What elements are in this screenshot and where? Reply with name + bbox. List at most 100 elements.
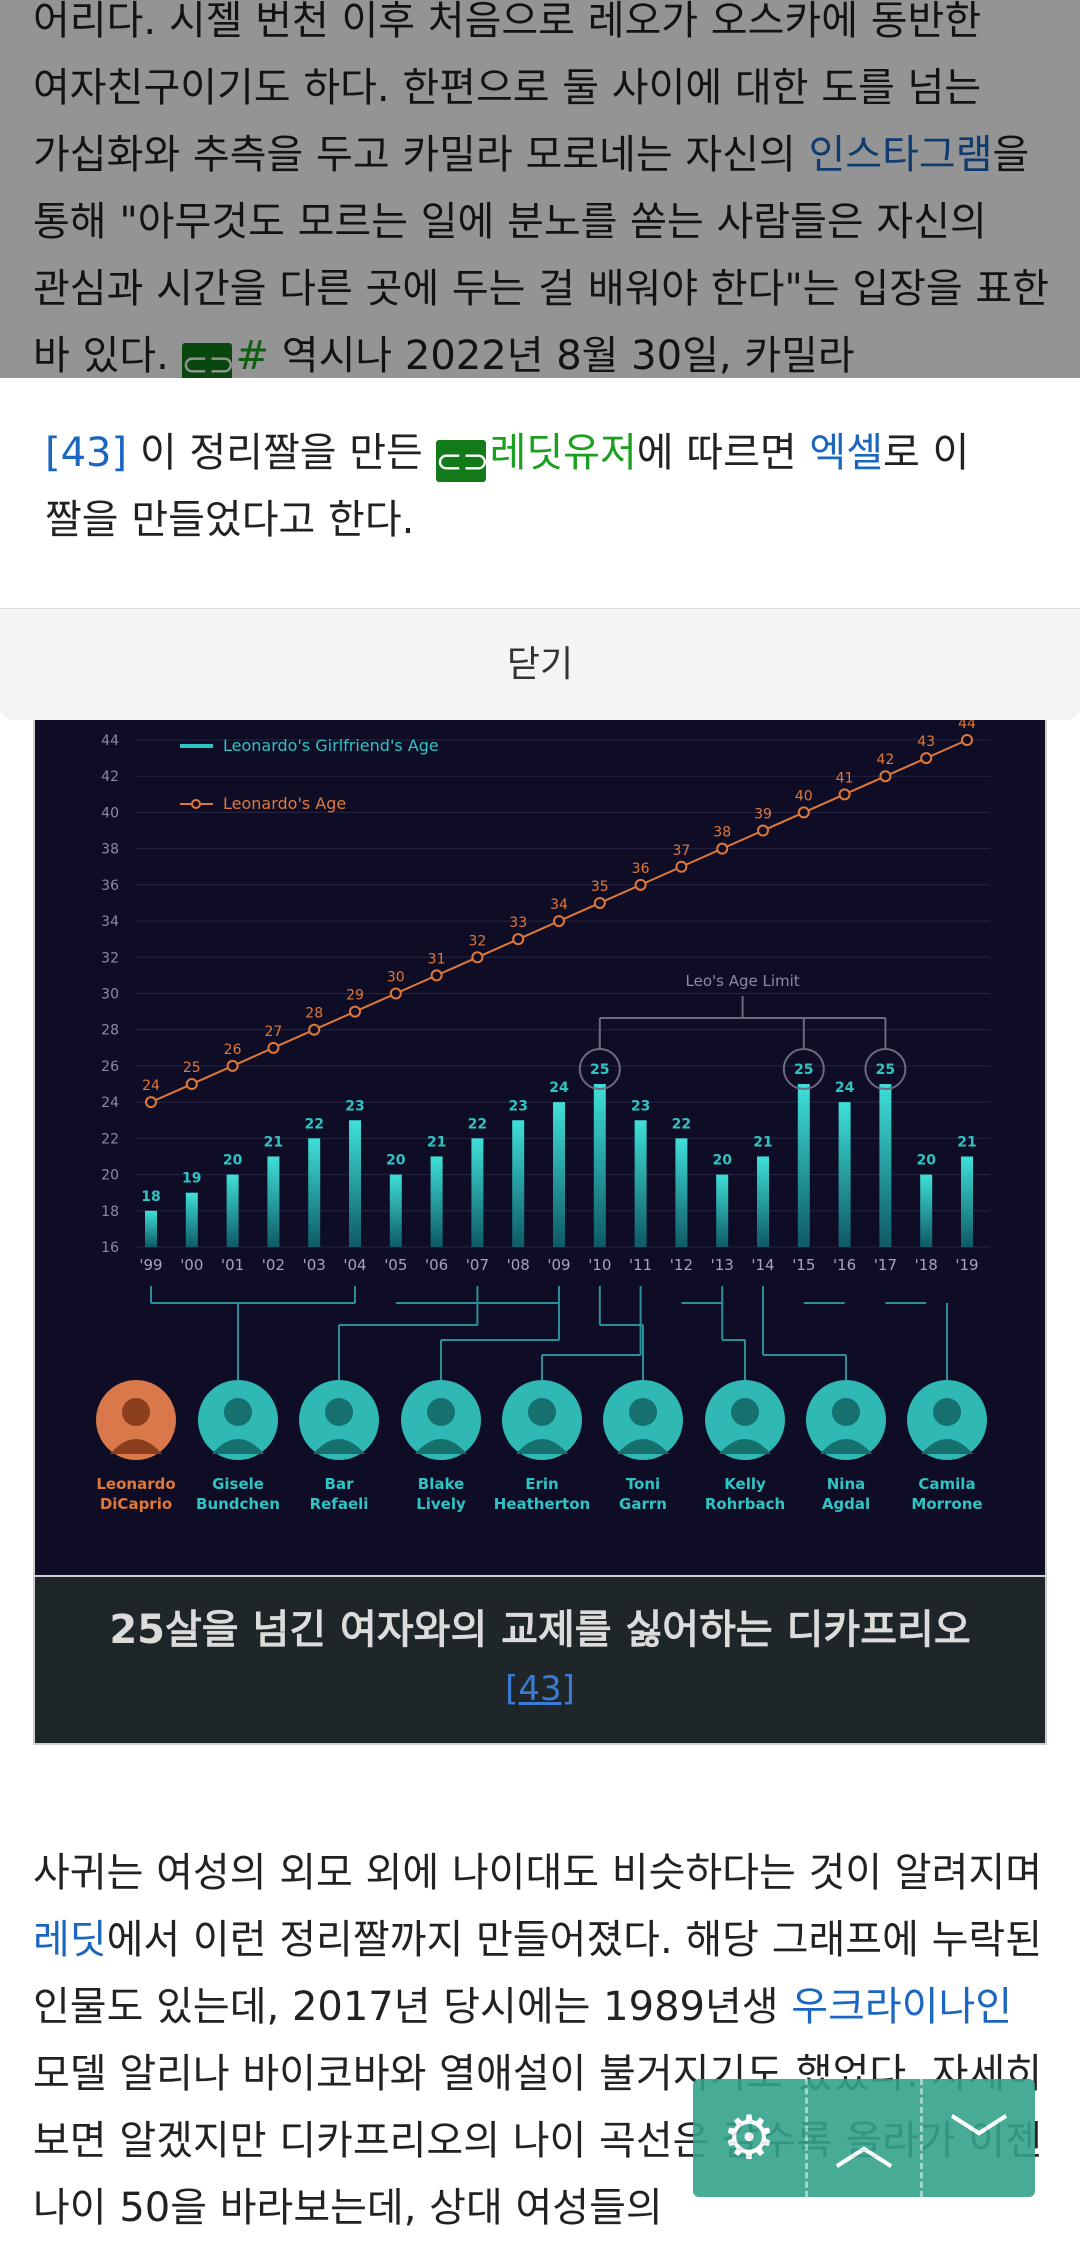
line-value-label: 30 [387,970,405,986]
line-value-label: 43 [917,734,935,750]
leonardo-age-point [389,987,402,1000]
person-last-name: Heatherton [494,1495,590,1513]
leonardo-age-point [961,734,973,746]
avatar-face [731,1398,759,1426]
avatar-face [325,1398,353,1426]
bar-value-label: 24 [835,1080,855,1096]
bar [185,1192,198,1247]
caption-footnote-link[interactable]: [43] [505,1669,575,1709]
para1-text-a: 어리다. 시젤 번천 이후 처음으로 레오가 오스카에 동반한 여자친구이기도 … [33,0,982,178]
leonardo-age-point [471,951,484,964]
line-value-label: 24 [142,1078,160,1094]
footnote-text-a: 이 정리짤을 만든 [127,430,436,476]
avatar-face [629,1398,657,1426]
external-link-icon: ⊂⊃ [435,440,490,482]
x-tick-label: '08 [507,1256,530,1274]
age-limit-marker [864,1048,907,1091]
avatar-shoulders [415,1439,467,1454]
scroll-down-button[interactable]: ﹀ [920,2079,1035,2197]
x-tick-label: '12 [670,1256,693,1274]
footnote-text-b: 에 따르면 [636,430,810,476]
bar-value-label: 20 [916,1153,936,1169]
x-tick-label: '19 [955,1256,978,1274]
footnote-text: [43] 이 정리짤을 만든 ⊂⊃레딧유저에 따르면 엑셀로 이 짤을 만들었다… [45,420,1045,554]
line-value-label: 28 [305,1006,323,1022]
avatar-shoulders [719,1439,771,1454]
line-value-label: 32 [468,933,486,949]
chevron-down-icon: ﹀ [949,2108,1009,2179]
excel-link[interactable]: 엑셀 [809,430,884,476]
leonardo-age-point [349,1005,361,1018]
dim-overlay-top[interactable] [0,0,1080,378]
person-first-name: Nina [827,1475,866,1493]
bar [226,1174,239,1247]
x-tick-label: '01 [221,1256,244,1274]
footnote-ref[interactable]: [43] [45,430,128,476]
scroll-up-button[interactable]: ︿ [805,2079,920,2197]
avatar-face [832,1398,860,1426]
leonardo-age-point [185,1078,198,1091]
bar [920,1174,933,1247]
leonardo-age-point [512,933,525,946]
bar-value-label: 20 [712,1153,732,1169]
para1-text-b: 을 통해 "아무것도 모르는 일에 분노를 쏟는 사람들은 자신의 관심과 시간… [33,132,1050,379]
bar [838,1102,851,1247]
bar-value-label: 20 [386,1153,406,1169]
avatar-shoulders [820,1439,872,1454]
y-tick-label: 18 [101,1204,119,1220]
bar [145,1210,157,1247]
avatar-shoulders [212,1439,264,1454]
person-last-name: Garrn [619,1495,667,1513]
bar-value-label: 21 [264,1134,283,1150]
line-value-label: 25 [183,1060,201,1076]
x-tick-label: '17 [874,1256,897,1274]
leonardo-age-point [879,770,892,783]
x-tick-label: '99 [139,1256,162,1274]
leonardo-age-point [593,896,606,909]
bar-value-label: 25 [794,1062,813,1078]
person-first-name: Bar [325,1475,355,1493]
person-last-name: Morrone [911,1495,982,1513]
bar [716,1174,729,1247]
settings-button[interactable]: ⚙ [693,2079,805,2197]
bar [797,1084,810,1247]
y-tick-label: 42 [101,769,119,785]
age-limit-marker [578,1048,621,1091]
x-tick-label: '14 [751,1256,774,1274]
x-tick-label: '06 [425,1256,448,1274]
reddit-link[interactable]: 레딧 [33,1917,107,1963]
close-button[interactable]: 닫기 [0,608,1080,720]
line-value-label: 41 [836,770,854,786]
bar-value-label: 23 [631,1098,650,1114]
x-tick-label: '05 [384,1256,407,1274]
reddit-user-link[interactable]: 레딧유저 [489,430,637,476]
external-source-link[interactable]: # [235,333,270,379]
bar-value-label: 18 [141,1189,160,1205]
y-tick-label: 22 [101,1131,119,1147]
line-value-label: 40 [795,788,813,804]
bar [553,1102,565,1247]
avatar-face [528,1398,556,1426]
instagram-link[interactable]: 인스타그램 [808,132,993,178]
leonardo-age-point [634,878,647,891]
avatar-shoulders [313,1439,365,1454]
ukrainian-link[interactable]: 우크라이나인 [791,1984,1013,2030]
legend-label: Leonardo's Girlfriend's Age [223,736,439,755]
line-value-label: 27 [264,1024,282,1040]
bar [879,1084,892,1247]
person-first-name: Camila [918,1475,975,1493]
footnote-popup: [43] 이 정리짤을 만든 ⊂⊃레딧유저에 따르면 엑셀로 이 짤을 만들었다… [0,378,1080,720]
gear-icon: ⚙ [722,2103,776,2173]
bar-value-label: 25 [876,1062,895,1078]
bar [634,1120,647,1247]
bar-value-label: 19 [182,1171,201,1187]
x-tick-label: '07 [466,1256,489,1274]
person-first-name: Erin [525,1475,558,1493]
floating-nav: ⚙ ︿ ﹀ [693,2079,1035,2197]
line-value-label: 34 [550,897,568,913]
footnote-text-c: 로 이 짤을 만들었다고 한다. [45,430,970,543]
legend-marker [191,799,201,809]
avatar-face [933,1398,961,1426]
line-value-label: 31 [428,951,446,967]
